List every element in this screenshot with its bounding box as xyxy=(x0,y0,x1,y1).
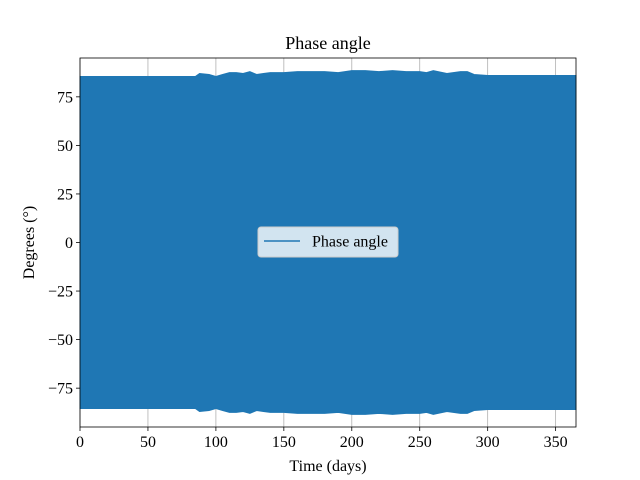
y-tick-label: −25 xyxy=(48,284,73,301)
chart-title: Phase angle xyxy=(285,33,370,53)
y-tick-label: −50 xyxy=(48,332,73,349)
x-tick-label: 150 xyxy=(272,434,296,451)
x-tick-label: 0 xyxy=(76,434,84,451)
x-tick-label: 50 xyxy=(140,434,156,451)
x-axis-ticks: 0 50 100 150 200 250 300 350 xyxy=(76,427,568,451)
x-tick-label: 200 xyxy=(340,434,364,451)
x-axis-label: Time (days) xyxy=(289,458,366,475)
y-tick-label: 50 xyxy=(57,138,73,155)
legend: Phase angle xyxy=(257,226,399,258)
y-tick-label: 25 xyxy=(57,186,73,203)
y-tick-label: −75 xyxy=(48,381,73,398)
y-axis-ticks: −75 −50 −25 0 25 50 75 xyxy=(48,89,80,398)
y-tick-label: 0 xyxy=(65,235,73,252)
y-axis-label: Degrees (°) xyxy=(21,206,38,279)
legend-label: Phase angle xyxy=(312,234,388,251)
x-tick-label: 350 xyxy=(544,434,568,451)
x-tick-label: 250 xyxy=(408,434,432,451)
x-tick-label: 300 xyxy=(476,434,500,451)
x-tick-label: 100 xyxy=(204,434,228,451)
y-tick-label: 75 xyxy=(57,89,73,106)
legend-box xyxy=(257,226,399,258)
